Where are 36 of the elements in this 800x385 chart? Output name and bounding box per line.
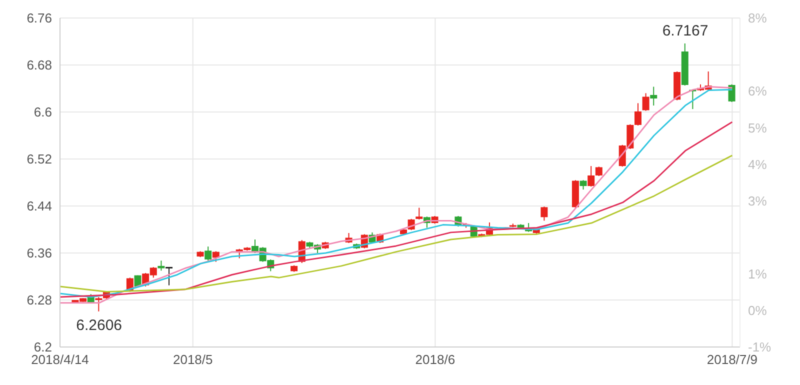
candlestick <box>166 266 173 286</box>
annotation: 6.7167 <box>662 22 708 40</box>
y-tick-label: 6.28 <box>26 292 52 308</box>
y-tick-label: 6.68 <box>26 58 52 73</box>
x-tick-label: 2018/4/14 <box>31 352 89 368</box>
y-tick-label: 6.76 <box>26 10 52 26</box>
candlestick <box>595 166 602 177</box>
y-tick-label: 6.52 <box>26 152 52 167</box>
y2-tick-label: 4% <box>748 156 768 172</box>
candlestick <box>95 296 102 312</box>
y2-tick-label: 5% <box>748 120 768 136</box>
candlestick <box>158 260 165 272</box>
y2-tick-label: 0% <box>748 303 768 318</box>
candlestick <box>588 166 595 188</box>
y2-tick-label: 1% <box>748 266 768 282</box>
candlestick <box>642 92 650 112</box>
y-tick-label: 6.6 <box>34 104 52 120</box>
x-tick-label: 2018/6 <box>415 352 456 368</box>
y2-tick-label: 3% <box>748 193 768 208</box>
y-tick-label: 6.36 <box>26 246 52 261</box>
candlestick <box>416 207 423 220</box>
line-series <box>60 154 733 293</box>
y-tick-label: 6.2 <box>34 340 52 355</box>
candlestick <box>580 180 587 190</box>
candlestick <box>634 102 642 126</box>
candlestick <box>204 246 212 262</box>
x-tick-label: 2018/7/9 <box>706 352 758 368</box>
y2-tick-label: 8% <box>748 10 768 26</box>
y2-tick-label: -1% <box>748 340 772 355</box>
annotation: 6.2606 <box>76 317 122 334</box>
y2-tick-label: 6% <box>748 84 768 99</box>
candlestick <box>540 206 548 222</box>
y-tick-label: 6.44 <box>26 198 52 214</box>
candlestick <box>650 86 658 106</box>
line-series <box>60 121 733 298</box>
x-tick-label: 2018/5 <box>172 352 213 368</box>
